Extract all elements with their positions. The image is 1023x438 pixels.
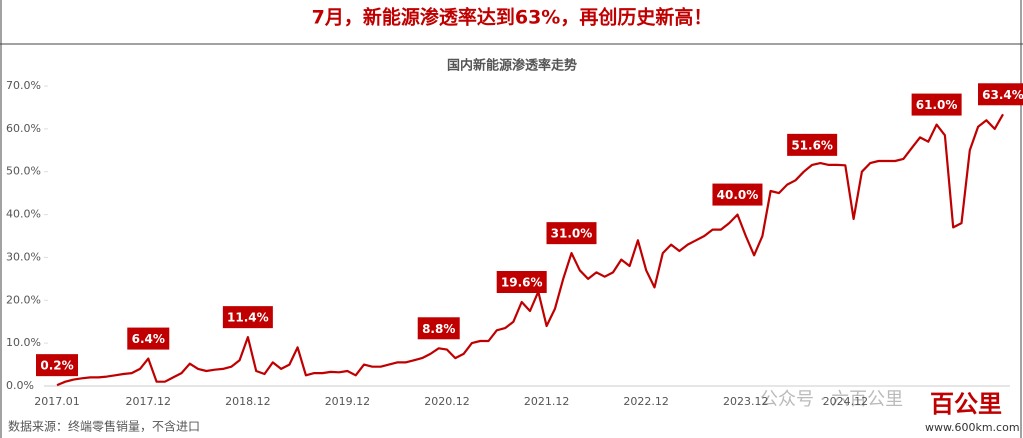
value-label: 31.0% xyxy=(551,227,593,241)
value-label: 63.4% xyxy=(982,88,1023,102)
x-tick-label: 2022.12 xyxy=(623,395,669,408)
watermark-account: 公众号 · 六百公里 xyxy=(760,389,903,410)
y-tick-label: 30.0% xyxy=(6,250,41,263)
y-tick-label: 10.0% xyxy=(6,336,41,349)
x-tick-label: 2017.01 xyxy=(34,395,80,408)
watermark-site: www.600km.com xyxy=(925,421,1020,434)
value-label-box xyxy=(546,222,597,245)
x-tick-label: 2018.12 xyxy=(225,395,271,408)
y-tick-label: 20.0% xyxy=(6,293,41,306)
value-label-box xyxy=(496,271,547,293)
y-tick-label: 50.0% xyxy=(6,165,41,178)
y-tick-label: 40.0% xyxy=(6,208,41,221)
value-label: 19.6% xyxy=(501,276,543,290)
value-label: 6.4% xyxy=(132,332,165,346)
value-label-box xyxy=(787,133,838,156)
source-note: 数据来源：终端零售销量，不含进口 xyxy=(8,419,200,434)
y-tick-label: 60.0% xyxy=(6,122,41,135)
header-title: 7月，新能源渗透率达到63%，再创历史新高！ xyxy=(312,6,713,29)
line xyxy=(56,113,1004,387)
value-label: 8.8% xyxy=(422,322,455,336)
y-tick-label: 0.0% xyxy=(6,379,34,392)
value-label-box xyxy=(911,93,962,116)
watermark-logo: 百公里 xyxy=(930,390,1002,418)
value-label: 51.6% xyxy=(791,138,833,152)
value-label-box xyxy=(978,83,1023,106)
x-tick-label: 2020.12 xyxy=(424,395,470,408)
value-label: 40.0% xyxy=(717,188,759,202)
x-tick-label: 2021.12 xyxy=(524,395,570,408)
x-tick-label: 2023.12 xyxy=(723,395,769,408)
value-label: 11.4% xyxy=(227,311,269,325)
value-label-box xyxy=(127,327,170,350)
x-tick-label: 2024.12 xyxy=(823,395,869,408)
value-label-box xyxy=(36,354,78,377)
value-label: 0.2% xyxy=(40,359,73,373)
x-tick-label: 2019.12 xyxy=(325,395,371,408)
chart-title: 国内新能源渗透率走势 xyxy=(447,58,577,74)
x-tick-label: 2017.12 xyxy=(126,395,172,408)
value-label-box xyxy=(712,183,763,206)
value-label-box xyxy=(222,306,273,329)
value-label: 61.0% xyxy=(916,98,958,112)
value-label-box xyxy=(417,317,460,340)
y-tick-label: 70.0% xyxy=(6,79,41,92)
